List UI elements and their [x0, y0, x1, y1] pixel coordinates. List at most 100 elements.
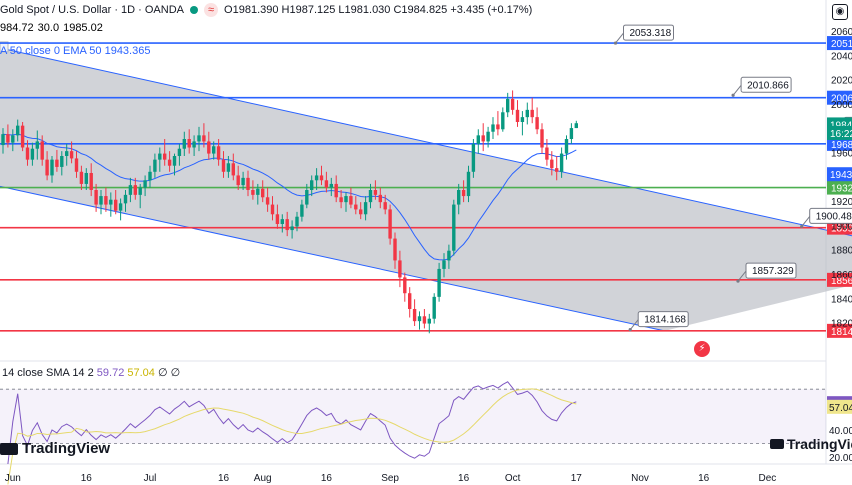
- candle: [349, 187, 353, 209]
- candle-body: [363, 202, 368, 215]
- candle: [314, 168, 319, 190]
- candle-body: [143, 180, 147, 188]
- candle-body: [138, 187, 142, 195]
- candle: [506, 92, 510, 118]
- candle-body: [163, 153, 167, 160]
- candle: [65, 143, 69, 166]
- candle: [334, 175, 338, 203]
- eye-icon[interactable]: ◉: [832, 4, 848, 20]
- price-callout-1814.168: 1814.168: [628, 311, 689, 332]
- candle-body: [25, 147, 30, 160]
- candle: [466, 165, 471, 203]
- candle-body: [16, 125, 20, 136]
- level-axis-label-1899: 1899: [827, 220, 852, 235]
- candle-body: [74, 158, 79, 172]
- sell-price[interactable]: 984.72: [0, 22, 34, 34]
- candle: [339, 190, 343, 209]
- flash-icon[interactable]: ⚡: [694, 341, 710, 357]
- rsi-legend-tail: ∅ ∅: [157, 367, 181, 379]
- price-callout-2053.318: 2053.318: [613, 24, 674, 45]
- time-tick-5: 16: [321, 473, 333, 484]
- candle: [216, 139, 221, 166]
- candle-body: [280, 219, 284, 224]
- candle-body: [236, 175, 240, 186]
- rsi-sma-line: [7, 388, 577, 485]
- candle-body: [50, 159, 54, 176]
- candle: [55, 149, 59, 172]
- price-callout-1900.489: 1900.489: [800, 207, 852, 229]
- candle: [280, 214, 284, 233]
- candle: [231, 153, 235, 181]
- candle-body: [432, 296, 436, 319]
- price-tick-1820: 1820: [831, 319, 852, 330]
- candle-body: [486, 131, 490, 142]
- candle-body: [481, 135, 485, 142]
- candle: [310, 175, 314, 197]
- candle: [383, 194, 387, 215]
- price-tick-1880: 1880: [831, 246, 852, 257]
- ohlc-readout: O1981.390 H1987.125 L1981.030 C1984.825 …: [224, 4, 533, 16]
- candle: [212, 141, 216, 160]
- level-axis-label-2051: 2051: [827, 36, 852, 51]
- symbol-title[interactable]: Gold Spot / U.S. Dollar · 1D · OANDA: [0, 4, 184, 16]
- candle: [25, 140, 30, 166]
- rsi-tick-bg: [827, 399, 852, 414]
- callout-box: [740, 76, 792, 93]
- time-tick-12: Dec: [759, 473, 777, 484]
- candle: [60, 151, 64, 176]
- rsi-tick-40.00: 40.00: [829, 426, 852, 437]
- price-tick-2040: 2040: [831, 51, 852, 62]
- candle-body: [256, 188, 260, 195]
- candle-body: [265, 197, 270, 205]
- candle: [99, 190, 103, 215]
- level-axis-label-1814: 1814: [827, 323, 852, 338]
- candle-body: [197, 135, 201, 142]
- candle: [329, 177, 333, 197]
- candle-body: [99, 196, 103, 205]
- candle: [486, 126, 490, 148]
- candle: [158, 147, 162, 172]
- candle-body: [412, 309, 417, 322]
- candle: [261, 180, 265, 203]
- time-tick-10: Nov: [631, 473, 649, 484]
- candle-body: [368, 190, 373, 203]
- rsi-legend[interactable]: 14 close SMA 14 2 59.72 57.04 ∅ ∅: [2, 366, 180, 379]
- candle: [94, 183, 98, 212]
- candle: [408, 287, 412, 318]
- candle-body: [295, 216, 299, 227]
- candle: [182, 131, 186, 156]
- candle-body: [545, 147, 549, 160]
- candle: [290, 220, 294, 239]
- candle-body: [118, 203, 123, 211]
- candle-body: [305, 190, 309, 205]
- candle: [491, 117, 495, 139]
- candle-body: [207, 141, 211, 154]
- candle-body: [40, 141, 44, 160]
- candle: [559, 147, 564, 178]
- tradingview-logo[interactable]: TradingView: [0, 440, 110, 457]
- candle-body: [109, 199, 113, 205]
- candle-body: [187, 139, 191, 148]
- ema-legend[interactable]: A 50 close 0 EMA 50 1943.365: [0, 45, 150, 57]
- chart-type-icon[interactable]: ≈: [204, 3, 219, 17]
- candle: [148, 165, 152, 188]
- candle-body: [506, 98, 510, 113]
- buy-price[interactable]: 1985.02: [63, 22, 103, 34]
- candle-body: [84, 173, 88, 184]
- candle-body: [471, 143, 476, 172]
- time-tick-11: 16: [698, 473, 710, 484]
- candle: [207, 131, 211, 160]
- candle-body: [329, 183, 333, 188]
- candle-body: [359, 209, 363, 215]
- tradingview-logo-right[interactable]: TradingView: [770, 436, 852, 452]
- candle-body: [373, 190, 378, 195]
- candle: [74, 151, 79, 178]
- candle-body: [192, 141, 196, 148]
- candle: [540, 123, 544, 154]
- price-tick-1920: 1920: [831, 197, 852, 208]
- candle-body: [65, 151, 69, 156]
- tradingview-logo-right-text: TradingView: [787, 436, 852, 452]
- candle-body: [89, 173, 93, 190]
- candle-body: [457, 190, 461, 205]
